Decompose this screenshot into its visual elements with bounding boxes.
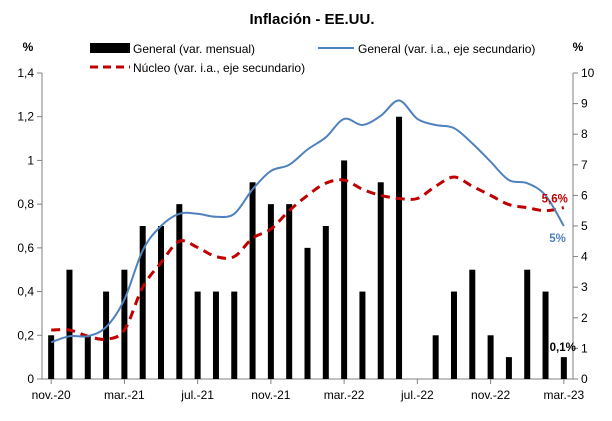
- left-tick-label: 0,4: [17, 285, 34, 299]
- bar: [103, 291, 110, 379]
- left-tick-label: 1,2: [17, 110, 34, 124]
- bar: [322, 226, 329, 379]
- legend-item-general-mensual: General (var. mensual): [90, 42, 255, 56]
- x-tick-label: jul.-22: [400, 388, 434, 402]
- bar: [158, 226, 165, 379]
- bar: [505, 357, 512, 379]
- bar: [194, 291, 201, 379]
- bar: [560, 357, 567, 379]
- right-axis-unit: %: [573, 40, 584, 54]
- annotation-general-mensual-value: 0,1%: [550, 342, 576, 354]
- bar: [249, 182, 256, 379]
- bar: [542, 291, 549, 379]
- bar: [304, 247, 311, 379]
- bar: [139, 226, 146, 379]
- bar: [286, 204, 293, 379]
- right-tick-label: 1: [581, 341, 588, 355]
- bar: [524, 269, 531, 379]
- x-tick-label: nov.-21: [251, 388, 290, 402]
- bar: [231, 291, 238, 379]
- bar: [341, 160, 348, 379]
- right-tick-label: 6: [581, 188, 588, 202]
- legend-item-general-ia: General (var. i.a., eje secundario): [318, 42, 535, 56]
- left-tick-label: 0: [27, 372, 34, 386]
- bar: [450, 291, 457, 379]
- bars: [48, 116, 567, 379]
- x-tick-label: mar.-23: [544, 388, 585, 402]
- annotations: 5,6% 5% 0,1%: [542, 194, 576, 355]
- bar: [212, 291, 219, 379]
- series-line-general-ia: [50, 99, 565, 344]
- legend-label-nucleo: Núcleo (var. i.a., eje secundario): [133, 61, 305, 75]
- bar: [469, 269, 476, 379]
- x-tick-label: nov.-20: [32, 388, 71, 402]
- legend-item-nucleo: Núcleo (var. i.a., eje secundario): [90, 61, 305, 75]
- bar: [432, 335, 439, 379]
- bar: [487, 335, 494, 379]
- bar: [48, 335, 55, 379]
- legend-swatch-bar: [90, 43, 130, 53]
- bar: [267, 204, 274, 379]
- left-tick-label: 1,4: [17, 66, 34, 80]
- legend-label-general-ia: General (var. i.a., eje secundario): [358, 42, 535, 56]
- x-tick-label: mar.-21: [104, 388, 145, 402]
- bar: [176, 204, 183, 379]
- x-tick-label: jul.-21: [180, 388, 214, 402]
- right-tick-label: 4: [581, 250, 588, 264]
- right-tick-label: 10: [581, 66, 595, 80]
- bar: [84, 335, 91, 379]
- right-tick-label: 8: [581, 127, 588, 141]
- x-tick-label: mar.-22: [324, 388, 365, 402]
- bar: [66, 269, 73, 379]
- annotation-general-ia-value: 5%: [549, 233, 566, 245]
- bar: [359, 291, 366, 379]
- bar: [396, 116, 403, 379]
- bar: [377, 182, 384, 379]
- axes: 0 0,2 0,4 0,6 0,8 1 1,2 1,4 0 1 2 3 4 5 6 7 8 9 10 nov.-20 m…: [17, 66, 594, 402]
- legend-label-general-mensual: General (var. mensual): [133, 42, 255, 56]
- legend: General (var. mensual) General (var. i.a…: [90, 42, 535, 75]
- left-axis-unit: %: [23, 40, 34, 54]
- left-tick-label: 0,8: [17, 197, 34, 211]
- right-tick-label: 0: [581, 372, 588, 386]
- right-tick-label: 2: [581, 311, 588, 325]
- left-tick-label: 0,2: [17, 328, 34, 342]
- left-tick-label: 1: [27, 153, 34, 167]
- right-tick-label: 7: [581, 158, 588, 172]
- left-tick-label: 0,6: [17, 241, 34, 255]
- bar: [121, 269, 128, 379]
- series-line-nucleo: [51, 175, 565, 341]
- lines: [50, 99, 565, 344]
- x-tick-label: nov.-22: [471, 388, 510, 402]
- annotation-nucleo-value: 5,6%: [542, 194, 568, 206]
- right-tick-label: 3: [581, 280, 588, 294]
- chart-title: Inflación - EE.UU.: [249, 11, 374, 28]
- right-tick-label: 5: [581, 219, 588, 233]
- right-tick-label: 9: [581, 97, 588, 111]
